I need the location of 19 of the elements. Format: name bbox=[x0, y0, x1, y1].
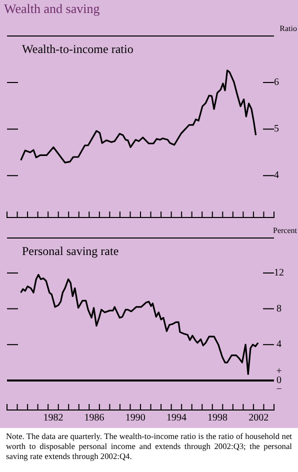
x-tick-label: 1986 bbox=[84, 412, 104, 424]
text: Wealth-to-income ratio bbox=[22, 42, 134, 56]
y-tick-label: 4 bbox=[274, 170, 279, 182]
y-tick-label: 8 bbox=[276, 303, 282, 314]
x-tick-label: 1994 bbox=[166, 412, 186, 424]
y-tick-label: + 0 − bbox=[276, 366, 282, 396]
y-axis-title: Ratio bbox=[280, 24, 297, 34]
x-tick-label: 2002 bbox=[248, 412, 269, 424]
x-tick-label: 1998 bbox=[208, 412, 228, 424]
y-axis-title: Percent bbox=[273, 226, 298, 236]
text: Note. The data are quarterly. The wealth-to-income ratio is the ratio of household net worth to disposable personal income and extends through 2002:Q3; the personal saving rate extends through 2002:Q4. bbox=[6, 432, 292, 462]
y-tick-label: 4 bbox=[276, 339, 282, 350]
y-tick-label: 12 bbox=[274, 268, 284, 279]
x-tick-label: 1990 bbox=[125, 412, 146, 424]
text: Personal saving rate bbox=[22, 244, 119, 258]
y-tick-label: 5 bbox=[274, 124, 279, 135]
chart-title: Wealth and saving bbox=[3, 0, 101, 18]
x-tick-label: 1982 bbox=[43, 412, 64, 424]
y-tick-label: 6 bbox=[274, 77, 279, 88]
